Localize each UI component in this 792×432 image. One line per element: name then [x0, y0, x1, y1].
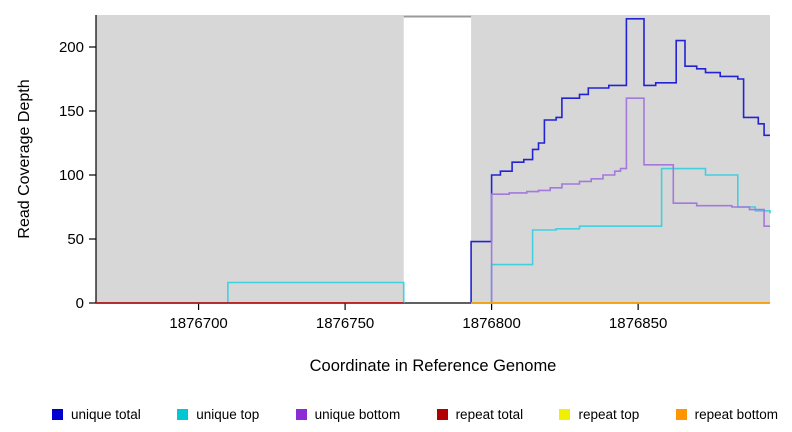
covered-region-0 [96, 15, 404, 303]
legend-swatch-icon [559, 409, 571, 420]
legend-item-repeat-bottom: repeat bottom [675, 407, 778, 422]
x-tick-label: 1876850 [609, 315, 667, 332]
legend-item-unique-total: unique total [52, 407, 141, 422]
x-tick-label: 1876750 [316, 315, 374, 332]
covered-region-1 [471, 15, 770, 303]
series-unique-total-line-0 [470, 18, 770, 303]
x-tick-label: 1876800 [462, 315, 520, 332]
legend-swatch-icon [295, 409, 307, 420]
legend-label: unique total [71, 407, 141, 422]
legend-label: repeat bottom [694, 407, 778, 422]
legend-item-unique-top: unique top [177, 407, 259, 422]
legend-label: repeat total [455, 407, 524, 422]
legend-swatch-icon [177, 409, 189, 420]
y-tick-label: 50 [67, 231, 84, 248]
legend-swatch-icon [52, 409, 63, 420]
legend-swatch-icon [436, 409, 448, 420]
y-tick-label: 150 [59, 103, 84, 120]
y-tick-label: 200 [59, 39, 84, 56]
x-tick-label: 1876700 [169, 315, 227, 332]
x-axis-title: Coordinate in Reference Genome [309, 357, 557, 375]
series-unique-top-line-1 [471, 167, 771, 304]
legend-label: unique top [196, 407, 260, 422]
legend-item-repeat-top: repeat top [559, 407, 639, 422]
legend-item-unique-bottom: unique bottom [295, 407, 401, 422]
y-tick-label: 0 [76, 295, 84, 312]
series-unique-bottom-line-0 [490, 97, 770, 303]
y-axis-title: Read Coverage Depth [16, 79, 33, 239]
legend-label: unique bottom [314, 407, 401, 422]
legend-item-repeat-total: repeat total [436, 407, 524, 422]
legend-swatch-icon [675, 409, 687, 420]
chart-legend: unique total unique top unique bottom repea… [52, 407, 778, 422]
y-tick-label: 100 [59, 167, 84, 184]
legend-label: repeat top [578, 407, 640, 422]
